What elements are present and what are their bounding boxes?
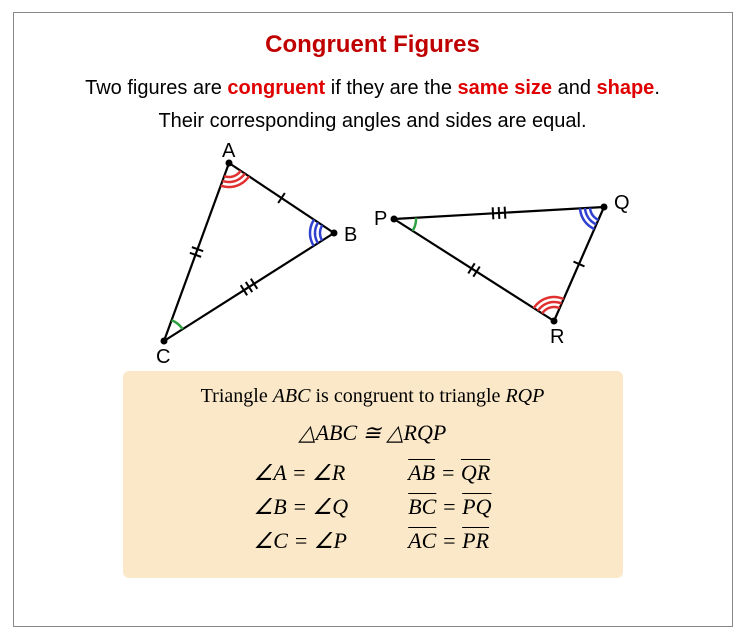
sub1-prefix: Two figures are — [85, 77, 227, 99]
svg-text:B: B — [344, 224, 357, 246]
diagram-svg: A B C P Q R — [14, 141, 734, 371]
side-column: AB = QR BC = PQ AC = PR — [408, 460, 491, 562]
formula-box: Triangle ABC is congruent to triangle RQ… — [123, 371, 623, 578]
sub1-mid1: if they are the — [325, 77, 457, 99]
sub1-word3: shape — [597, 77, 655, 99]
sub1-word2: same size — [458, 77, 553, 99]
svg-text:R: R — [550, 326, 564, 348]
subtitle-line-1: Two figures are congruent if they are th… — [14, 77, 732, 100]
side-equation: AC = PR — [408, 528, 491, 554]
angle-equation: ∠B = ∠Q — [254, 494, 349, 520]
f1-t2: RQP — [505, 385, 544, 407]
angle-equation: ∠A = ∠R — [254, 460, 349, 486]
formula-line-1: Triangle ABC is congruent to triangle RQ… — [143, 385, 603, 408]
subtitle-line-2: Their corresponding angles and sides are… — [14, 110, 732, 133]
sub1-suffix: . — [654, 77, 660, 99]
sub2-text: Their corresponding angles and sides are… — [158, 110, 586, 132]
formula-columns: ∠A = ∠R ∠B = ∠Q ∠C = ∠P AB = QR BC = PQ AC =… — [143, 460, 603, 562]
f1-mid: is congruent to triangle — [310, 385, 505, 407]
f2-tri-b: △RQP — [387, 420, 447, 445]
side-equation: BC = PQ — [408, 494, 491, 520]
title-text: Congruent Figures — [265, 31, 480, 58]
svg-text:A: A — [222, 141, 236, 162]
svg-text:C: C — [156, 346, 170, 368]
f2-tri-a: △ABC — [299, 420, 357, 445]
svg-text:Q: Q — [614, 192, 630, 214]
svg-text:P: P — [374, 208, 387, 230]
formula-line-2: △ABC ≅ △RQP — [143, 420, 603, 446]
page-title: Congruent Figures — [14, 31, 732, 59]
side-equation: AB = QR — [408, 460, 491, 486]
angle-column: ∠A = ∠R ∠B = ∠Q ∠C = ∠P — [254, 460, 349, 562]
sub1-word1: congruent — [227, 77, 325, 99]
f1-pre: Triangle — [201, 385, 273, 407]
f2-sym: ≅ — [357, 420, 386, 445]
angle-equation: ∠C = ∠P — [254, 528, 349, 554]
sub1-mid2: and — [552, 77, 596, 99]
triangle-diagram: A B C P Q R — [14, 141, 732, 371]
content-frame: Congruent Figures Two figures are congru… — [13, 12, 733, 627]
f1-t1: ABC — [273, 385, 311, 407]
